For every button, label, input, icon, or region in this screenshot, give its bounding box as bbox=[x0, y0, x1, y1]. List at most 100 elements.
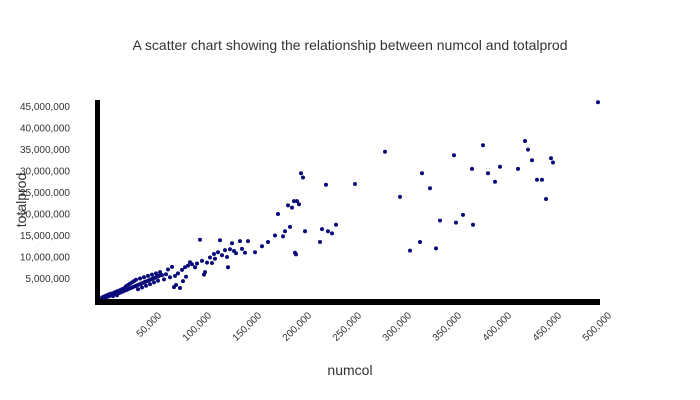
data-point[interactable] bbox=[523, 139, 527, 143]
data-point[interactable] bbox=[303, 229, 307, 234]
data-point[interactable] bbox=[183, 265, 187, 270]
data-point[interactable] bbox=[203, 270, 207, 275]
data-point[interactable] bbox=[136, 287, 140, 292]
data-point[interactable] bbox=[549, 156, 553, 161]
data-point[interactable] bbox=[148, 282, 152, 287]
data-point[interactable] bbox=[156, 278, 160, 283]
data-point[interactable] bbox=[218, 238, 222, 243]
data-point[interactable] bbox=[243, 250, 247, 255]
data-point[interactable] bbox=[234, 251, 238, 256]
data-point[interactable] bbox=[150, 272, 154, 277]
data-point[interactable] bbox=[544, 197, 548, 201]
data-point[interactable] bbox=[181, 279, 185, 284]
data-point[interactable] bbox=[166, 267, 170, 272]
data-point[interactable] bbox=[228, 247, 232, 252]
data-point[interactable] bbox=[470, 166, 474, 171]
data-point[interactable] bbox=[162, 277, 166, 282]
data-point[interactable] bbox=[535, 177, 539, 182]
data-point[interactable] bbox=[486, 171, 490, 176]
data-point[interactable] bbox=[481, 143, 485, 148]
data-point[interactable] bbox=[292, 199, 296, 204]
data-point[interactable] bbox=[240, 246, 244, 251]
data-point[interactable] bbox=[205, 260, 209, 265]
data-point[interactable] bbox=[334, 222, 338, 227]
data-point[interactable] bbox=[178, 286, 182, 290]
data-point[interactable] bbox=[540, 177, 544, 182]
data-point[interactable] bbox=[152, 280, 156, 285]
data-point[interactable] bbox=[286, 203, 290, 208]
data-point[interactable] bbox=[193, 265, 197, 270]
data-point[interactable] bbox=[168, 275, 172, 280]
data-point[interactable] bbox=[418, 240, 422, 244]
data-point[interactable] bbox=[208, 255, 212, 260]
data-point[interactable] bbox=[157, 273, 161, 278]
data-point[interactable] bbox=[299, 171, 303, 176]
data-point[interactable] bbox=[408, 248, 412, 253]
data-point[interactable] bbox=[186, 263, 190, 268]
data-point[interactable] bbox=[596, 100, 600, 105]
data-point[interactable] bbox=[434, 246, 438, 251]
data-point[interactable] bbox=[493, 179, 497, 184]
data-point[interactable] bbox=[294, 252, 298, 257]
data-point[interactable] bbox=[420, 171, 424, 176]
data-point[interactable] bbox=[216, 250, 220, 255]
data-point[interactable] bbox=[288, 224, 292, 229]
data-point[interactable] bbox=[220, 253, 224, 258]
data-point[interactable] bbox=[526, 147, 530, 152]
data-point[interactable] bbox=[195, 261, 199, 266]
data-point[interactable] bbox=[160, 273, 164, 278]
data-point[interactable] bbox=[190, 262, 194, 267]
data-point[interactable] bbox=[498, 164, 502, 169]
data-point[interactable] bbox=[173, 273, 177, 278]
data-point[interactable] bbox=[276, 212, 280, 216]
data-point[interactable] bbox=[210, 261, 214, 265]
data-point[interactable] bbox=[154, 271, 158, 276]
data-point[interactable] bbox=[170, 264, 174, 269]
data-point[interactable] bbox=[134, 277, 138, 282]
data-point[interactable] bbox=[198, 237, 202, 242]
data-point[interactable] bbox=[176, 271, 180, 276]
data-point[interactable] bbox=[454, 220, 458, 225]
data-point[interactable] bbox=[142, 275, 146, 280]
data-point[interactable] bbox=[213, 256, 217, 261]
data-point[interactable] bbox=[324, 182, 328, 187]
data-point[interactable] bbox=[226, 265, 230, 270]
data-point[interactable] bbox=[273, 233, 277, 238]
data-point[interactable] bbox=[281, 234, 285, 239]
data-point[interactable] bbox=[428, 186, 432, 191]
data-point[interactable] bbox=[253, 250, 257, 255]
data-point[interactable] bbox=[530, 158, 534, 163]
data-point[interactable] bbox=[438, 218, 442, 223]
data-point[interactable] bbox=[144, 283, 148, 288]
data-point[interactable] bbox=[295, 199, 299, 204]
data-point[interactable] bbox=[180, 267, 184, 272]
data-point[interactable] bbox=[200, 258, 204, 263]
data-point[interactable] bbox=[260, 244, 264, 249]
data-point[interactable] bbox=[353, 182, 357, 186]
data-point[interactable] bbox=[551, 160, 555, 165]
data-point[interactable] bbox=[320, 227, 324, 232]
data-point[interactable] bbox=[326, 229, 330, 234]
data-point[interactable] bbox=[330, 231, 334, 236]
data-point[interactable] bbox=[230, 241, 234, 246]
data-point[interactable] bbox=[184, 274, 188, 279]
data-point[interactable] bbox=[158, 270, 162, 275]
data-point[interactable] bbox=[223, 248, 227, 253]
data-point[interactable] bbox=[266, 240, 270, 244]
data-point[interactable] bbox=[246, 239, 250, 244]
data-point[interactable] bbox=[146, 273, 150, 278]
data-point[interactable] bbox=[297, 202, 301, 207]
data-point[interactable] bbox=[318, 240, 322, 244]
data-point[interactable] bbox=[283, 229, 287, 234]
data-point[interactable] bbox=[174, 283, 178, 287]
data-point[interactable] bbox=[164, 272, 168, 277]
data-point[interactable] bbox=[398, 194, 402, 199]
data-point[interactable] bbox=[238, 239, 242, 244]
data-point[interactable] bbox=[140, 285, 144, 290]
data-point[interactable] bbox=[225, 255, 229, 259]
data-point[interactable] bbox=[290, 205, 294, 210]
data-point[interactable] bbox=[461, 212, 465, 217]
data-point[interactable] bbox=[516, 166, 520, 171]
data-point[interactable] bbox=[138, 276, 142, 281]
data-point[interactable] bbox=[301, 175, 305, 180]
